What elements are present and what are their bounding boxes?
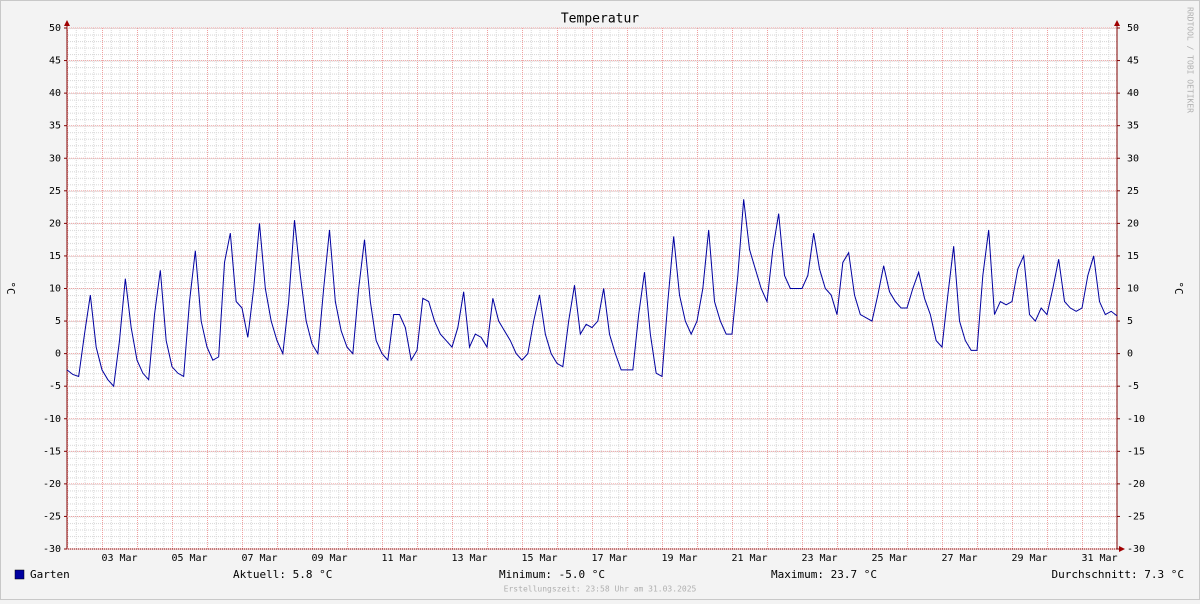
x-tick-label: 25 Mar [871, 553, 907, 564]
y-tick-label: 45 [49, 56, 61, 67]
y-tick-label: 15 [49, 251, 61, 262]
y-tick-label: 0 [55, 349, 61, 360]
y-tick-label: 5 [55, 316, 61, 327]
y-tick-label: 25 [49, 186, 61, 197]
y-tick-label: -5 [49, 381, 61, 392]
y2-tick-label: 0 [1127, 349, 1133, 360]
axis-arrow [64, 20, 70, 26]
x-tick-label: 07 Mar [241, 553, 277, 564]
x-tick-label: 17 Mar [591, 553, 627, 564]
stat-current: Aktuell: 5.8 °C [233, 568, 332, 581]
chart-title: Temperatur [561, 12, 639, 27]
y-tick-label: -25 [43, 511, 61, 522]
legend-swatch [14, 569, 25, 580]
y2-tick-label: -30 [1127, 544, 1145, 555]
y-tick-label: 30 [49, 153, 61, 164]
y-tick-label: -15 [43, 446, 61, 457]
y2-tick-label: 35 [1127, 121, 1139, 132]
x-tick-label: 05 Mar [171, 553, 207, 564]
y2-tick-label: 20 [1127, 218, 1139, 229]
y2-tick-label: -10 [1127, 414, 1145, 425]
y-tick-label: 35 [49, 121, 61, 132]
x-tick-label: 21 Mar [731, 553, 767, 564]
y2-tick-label: 50 [1127, 23, 1139, 34]
y-tick-label: -30 [43, 544, 61, 555]
y2-tick-label: -20 [1127, 479, 1145, 490]
y2-tick-label: 40 [1127, 88, 1139, 99]
y-tick-label: 40 [49, 88, 61, 99]
x-tick-label: 19 Mar [661, 553, 697, 564]
x-tick-label: 09 Mar [311, 553, 347, 564]
x-tick-label: 11 Mar [381, 553, 417, 564]
y-tick-label: 50 [49, 23, 61, 34]
watermark: RRDTOOL / TOBI OETIKER [1186, 7, 1195, 113]
legend-label: Garten [30, 568, 70, 581]
y2-tick-label: 25 [1127, 186, 1139, 197]
x-tick-label: 23 Mar [801, 553, 837, 564]
x-tick-label: 15 Mar [521, 553, 557, 564]
y2-axis-label: °C [1172, 281, 1185, 294]
x-tick-label: 03 Mar [101, 553, 137, 564]
x-tick-label: 29 Mar [1011, 553, 1047, 564]
y2-tick-label: -25 [1127, 511, 1145, 522]
y2-tick-label: 30 [1127, 153, 1139, 164]
x-tick-label: 31 Mar [1081, 553, 1117, 564]
y2-tick-label: -5 [1127, 381, 1139, 392]
stat-min: Minimum: -5.0 °C [499, 568, 605, 581]
y2-tick-label: 5 [1127, 316, 1133, 327]
axis-arrow [1119, 546, 1125, 552]
y2-tick-label: 15 [1127, 251, 1139, 262]
footer: Erstellungszeit: 23:58 Uhr am 31.03.2025 [504, 585, 697, 594]
y2-tick-label: 45 [1127, 56, 1139, 67]
y-tick-label: -20 [43, 479, 61, 490]
x-tick-label: 27 Mar [941, 553, 977, 564]
axis-arrow [1114, 20, 1120, 26]
y-tick-label: -10 [43, 414, 61, 425]
y2-tick-label: 10 [1127, 284, 1139, 295]
x-tick-label: 13 Mar [451, 553, 487, 564]
y2-tick-label: -15 [1127, 446, 1145, 457]
stat-max: Maximum: 23.7 °C [771, 568, 877, 581]
stat-avg: Durchschnitt: 7.3 °C [1052, 568, 1184, 581]
y-tick-label: 20 [49, 218, 61, 229]
y-tick-label: 10 [49, 284, 61, 295]
y-axis-label: °C [4, 281, 17, 294]
series-line [66, 199, 1118, 388]
